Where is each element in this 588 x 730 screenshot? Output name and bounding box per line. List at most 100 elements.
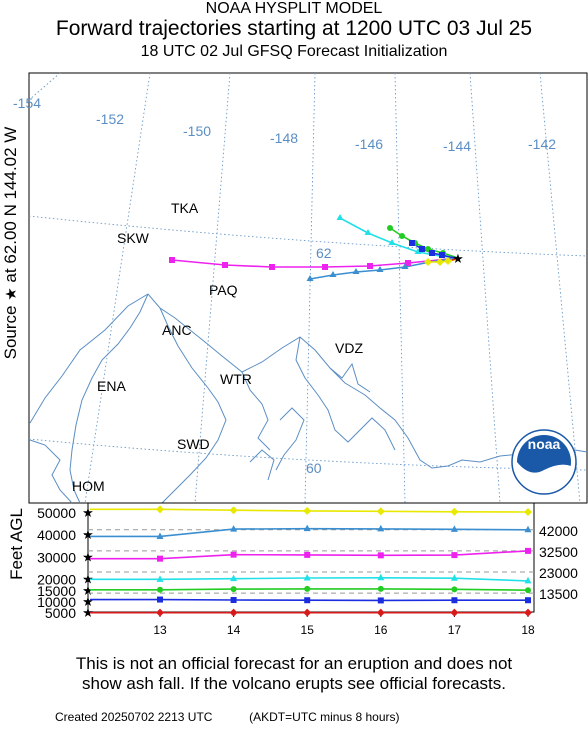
lon-label: -154 [13, 95, 41, 111]
height-frame [87, 502, 535, 613]
lon-label: -144 [443, 138, 471, 154]
traj-marker [401, 263, 409, 269]
place-labels: TKA SKW PAQ ANC VDZ WTR ENA SWD HOM [72, 200, 363, 494]
lon-label: -142 [528, 136, 556, 152]
traj-marker [388, 239, 396, 245]
traj-marker [414, 248, 422, 254]
traj-marker [424, 258, 432, 266]
forecast-subtitle: 18 UTC 02 Jul GFSQ Forecast Initializati… [140, 43, 448, 60]
height-point [156, 505, 164, 514]
traj-marker [169, 257, 175, 263]
height-point [156, 575, 164, 582]
time-note: (AKDT=UTC minus 8 hours) [249, 710, 400, 724]
height-point [304, 585, 311, 592]
place-label: TKA [171, 200, 199, 216]
x-tick-label: 15 [301, 623, 315, 637]
traj-marker [429, 250, 435, 256]
source-star-icon: ★ [82, 505, 94, 520]
height-point [450, 525, 458, 532]
height-point [450, 574, 458, 581]
disclaimer-line2: show ash fall. If the volcano erupts see… [82, 674, 506, 693]
traj-marker [367, 263, 373, 269]
traj-red [451, 257, 459, 261]
traj-marker [306, 275, 314, 281]
traj-marker [269, 264, 275, 270]
map-panel: -154 -152 -150 -148 -146 -144 -142 62 60 [13, 72, 588, 504]
y-tick-label: 50000 [37, 505, 76, 521]
height-point [525, 547, 531, 554]
longitude-labels: -154 -152 -150 -148 -146 -144 -142 [13, 95, 556, 154]
height-point [230, 574, 238, 582]
height-panel: 50000 ★ 40000 ★ 30000 ★ 20000 ★ 15000 ★ 10000 ★ 5000… [37, 502, 578, 637]
height-point [230, 525, 238, 532]
height-point [377, 585, 384, 592]
y-tick-label: 10000 [37, 594, 76, 610]
x-tick-label: 14 [227, 623, 241, 637]
height-point [377, 524, 385, 532]
traj-marker [322, 264, 328, 270]
traj-marker [364, 229, 372, 235]
height-point [377, 552, 384, 559]
traj-marker [399, 233, 405, 239]
logo-text: noaa [528, 436, 561, 452]
x-axis-ticks: 13 14 15 16 17 18 [153, 612, 535, 637]
height-point [304, 597, 311, 604]
height-point [303, 608, 312, 617]
y-tick-label: 40000 [37, 527, 76, 543]
height-point [525, 597, 531, 604]
lon-label: -146 [355, 136, 383, 152]
source-star-icon: ★ [82, 605, 94, 620]
source-star-icon: ★ [82, 549, 94, 564]
height-point [524, 525, 532, 533]
y-axis-label: Feet AGL [7, 508, 26, 580]
lat-label: 60 [306, 460, 322, 476]
traj-marker [444, 257, 452, 265]
y-tick-label: 5000 [45, 605, 76, 621]
height-point [304, 551, 311, 558]
source-star-icon: ★ [82, 594, 94, 609]
place-label: SWD [177, 436, 210, 452]
x-tick-label: 13 [153, 623, 167, 637]
right-height-label: 13500 [539, 586, 578, 602]
height-point [376, 608, 385, 617]
height-point [157, 586, 163, 593]
height-point [157, 596, 163, 603]
disclaimer-line1: This is not an official forecast for an … [75, 654, 513, 673]
traj-marker [387, 225, 393, 231]
height-point [450, 507, 459, 516]
height-point [303, 574, 311, 581]
coastline [29, 293, 588, 504]
height-point [524, 576, 532, 584]
place-label: HOM [72, 478, 105, 494]
logo-wave [516, 462, 571, 492]
lon-label: -152 [96, 111, 124, 127]
right-labels: 42000 32500 23000 13500 [539, 523, 578, 602]
traj-marker [419, 246, 425, 252]
source-star-icon: ★ [82, 572, 94, 587]
source-star-icon: ★ [82, 527, 94, 542]
traj-marker [409, 240, 415, 246]
right-height-label: 32500 [539, 544, 578, 560]
place-label: VDZ [335, 340, 363, 356]
map-frame [28, 72, 588, 504]
map-trajectory-markers: ★ [169, 214, 464, 281]
right-height-label: 23000 [539, 565, 578, 581]
traj-marker [329, 271, 337, 277]
right-height-label: 42000 [539, 523, 578, 539]
height-point [230, 551, 237, 558]
x-tick-label: 17 [448, 623, 462, 637]
traj-marker [376, 266, 384, 272]
height-point [229, 608, 238, 617]
height-point [156, 532, 164, 539]
height-point [230, 597, 237, 603]
traj-marker [405, 260, 411, 266]
height-point [303, 506, 312, 515]
model-title: NOAA HYSPLIT MODEL [205, 0, 383, 17]
latitude-labels: 62 60 [306, 245, 332, 476]
place-label: WTR [220, 371, 252, 387]
height-point [525, 587, 531, 594]
traj-marker [222, 262, 228, 268]
height-point [376, 507, 385, 516]
traj-marker [439, 252, 445, 258]
